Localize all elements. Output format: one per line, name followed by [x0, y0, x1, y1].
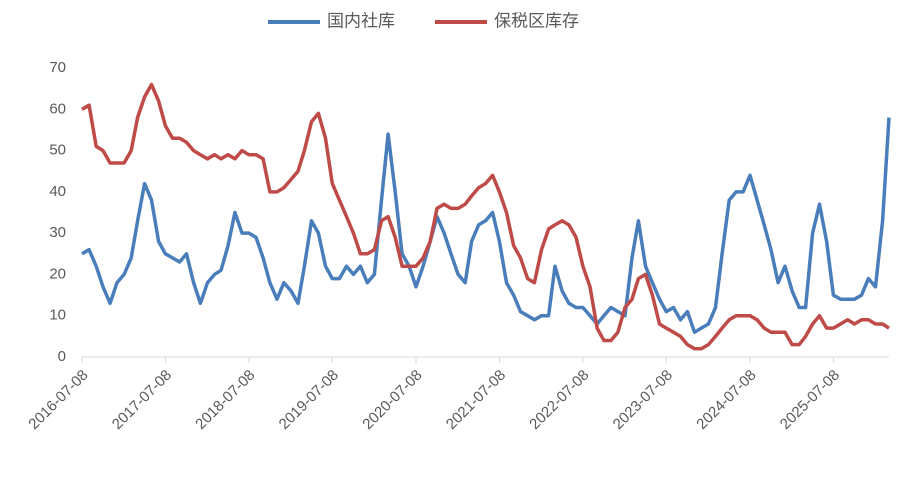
x-tick-label: 2021-07-08 — [443, 367, 509, 433]
x-tick-label: 2022-07-08 — [526, 367, 592, 433]
legend-label: 保税区库存 — [494, 11, 579, 30]
legend-label: 国内社库 — [327, 11, 395, 30]
series-line — [81, 82, 890, 351]
x-tick-label: 2025-07-08 — [777, 367, 843, 433]
x-tick-label: 2018-07-08 — [192, 367, 258, 433]
y-tick-label: 50 — [49, 142, 66, 159]
y-tick-label: 10 — [49, 307, 66, 324]
x-tick-label: 2023-07-08 — [610, 367, 676, 433]
x-tick-label: 2024-07-08 — [693, 367, 759, 433]
x-tick-label: 2017-07-08 — [109, 367, 175, 433]
y-tick-label: 0 — [58, 348, 66, 365]
series-line — [81, 117, 891, 334]
y-tick-label: 30 — [49, 224, 66, 241]
x-tick-label: 2019-07-08 — [276, 367, 342, 433]
y-tick-label: 20 — [49, 265, 66, 282]
y-tick-label: 70 — [49, 59, 66, 76]
y-tick-label: 60 — [49, 100, 66, 117]
y-tick-label: 40 — [49, 183, 66, 200]
x-tick-label: 2016-07-08 — [25, 367, 91, 433]
x-tick-label: 2020-07-08 — [359, 367, 425, 433]
